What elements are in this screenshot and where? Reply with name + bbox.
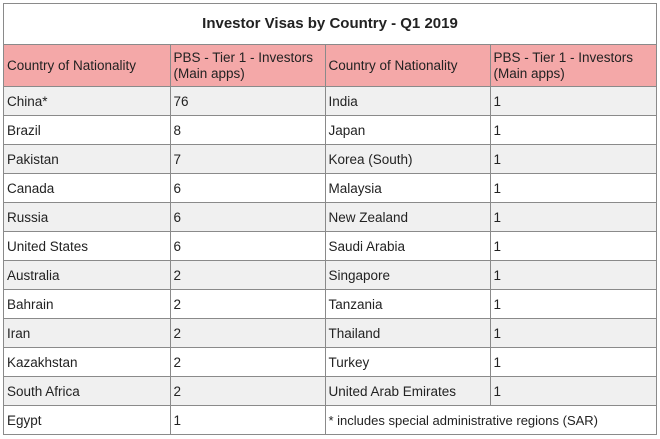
right-value-cell: 1 (489, 231, 656, 261)
left-country-cell: South Africa (4, 376, 171, 406)
right-country-cell: Thailand (324, 318, 491, 348)
left-value-cell: 6 (169, 231, 326, 261)
right-value-cell: 1 (489, 144, 656, 174)
left-country-cell: China* (4, 86, 171, 116)
left-country-cell: Iran (4, 318, 171, 348)
left-value-cell: 2 (169, 260, 326, 290)
right-country-cell: Korea (South) (324, 144, 491, 174)
right-country-cell: Tanzania (324, 289, 491, 319)
table-row: Kazakhstan 2 Turkey 1 (4, 347, 656, 377)
header-row: Country of Nationality PBS - Tier 1 - In… (4, 45, 656, 87)
right-country-cell: Saudi Arabia (324, 231, 491, 261)
left-value-cell: 76 (169, 86, 326, 116)
header-value-left: PBS - Tier 1 - Investors (Main apps) (169, 45, 326, 87)
footnote-cell: * includes special administrative region… (324, 405, 656, 434)
table-row: Bahrain 2 Tanzania 1 (4, 289, 656, 319)
right-value-cell: 1 (489, 115, 656, 145)
table-row: South Africa 2 United Arab Emirates 1 (4, 376, 656, 406)
left-value-cell: 1 (169, 405, 326, 434)
table-row: United States 6 Saudi Arabia 1 (4, 231, 656, 261)
header-value-right: PBS - Tier 1 - Investors (Main apps) (489, 45, 656, 87)
left-value-cell: 2 (169, 376, 326, 406)
left-value-cell: 8 (169, 115, 326, 145)
table-row: Canada 6 Malaysia 1 (4, 173, 656, 203)
table-title: Investor Visas by Country - Q1 2019 (4, 4, 656, 45)
left-country-cell: Australia (4, 260, 171, 290)
right-value-cell: 1 (489, 347, 656, 377)
right-country-cell: New Zealand (324, 202, 491, 232)
right-country-cell: Turkey (324, 347, 491, 377)
table-row: China* 76 India 1 (4, 86, 656, 116)
header-country-left: Country of Nationality (4, 45, 171, 87)
left-value-cell: 2 (169, 347, 326, 377)
table-row: Egypt 1 * includes special administrativ… (4, 405, 656, 434)
table-row: Australia 2 Singapore 1 (4, 260, 656, 290)
right-country-cell: Malaysia (324, 173, 491, 203)
right-country-cell: India (324, 86, 491, 116)
header-country-right: Country of Nationality (324, 45, 491, 87)
left-value-cell: 7 (169, 144, 326, 174)
table-row: Brazil 8 Japan 1 (4, 115, 656, 145)
left-value-cell: 2 (169, 289, 326, 319)
right-value-cell: 1 (489, 202, 656, 232)
table-row: Pakistan 7 Korea (South) 1 (4, 144, 656, 174)
left-country-cell: Bahrain (4, 289, 171, 319)
visa-table: Country of Nationality PBS - Tier 1 - In… (4, 45, 656, 434)
visa-table-sheet: Investor Visas by Country - Q1 2019 Coun… (3, 3, 657, 435)
left-country-cell: Kazakhstan (4, 347, 171, 377)
left-country-cell: Russia (4, 202, 171, 232)
right-value-cell: 1 (489, 86, 656, 116)
right-country-cell: United Arab Emirates (324, 376, 491, 406)
left-country-cell: Canada (4, 173, 171, 203)
left-country-cell: Brazil (4, 115, 171, 145)
left-country-cell: Pakistan (4, 144, 171, 174)
left-country-cell: United States (4, 231, 171, 261)
left-value-cell: 6 (169, 173, 326, 203)
right-value-cell: 1 (489, 260, 656, 290)
table-row: Iran 2 Thailand 1 (4, 318, 656, 348)
left-value-cell: 2 (169, 318, 326, 348)
right-value-cell: 1 (489, 376, 656, 406)
right-value-cell: 1 (489, 173, 656, 203)
right-country-cell: Japan (324, 115, 491, 145)
right-value-cell: 1 (489, 289, 656, 319)
right-country-cell: Singapore (324, 260, 491, 290)
right-value-cell: 1 (489, 318, 656, 348)
table-row: Russia 6 New Zealand 1 (4, 202, 656, 232)
left-value-cell: 6 (169, 202, 326, 232)
left-country-cell: Egypt (4, 405, 171, 434)
